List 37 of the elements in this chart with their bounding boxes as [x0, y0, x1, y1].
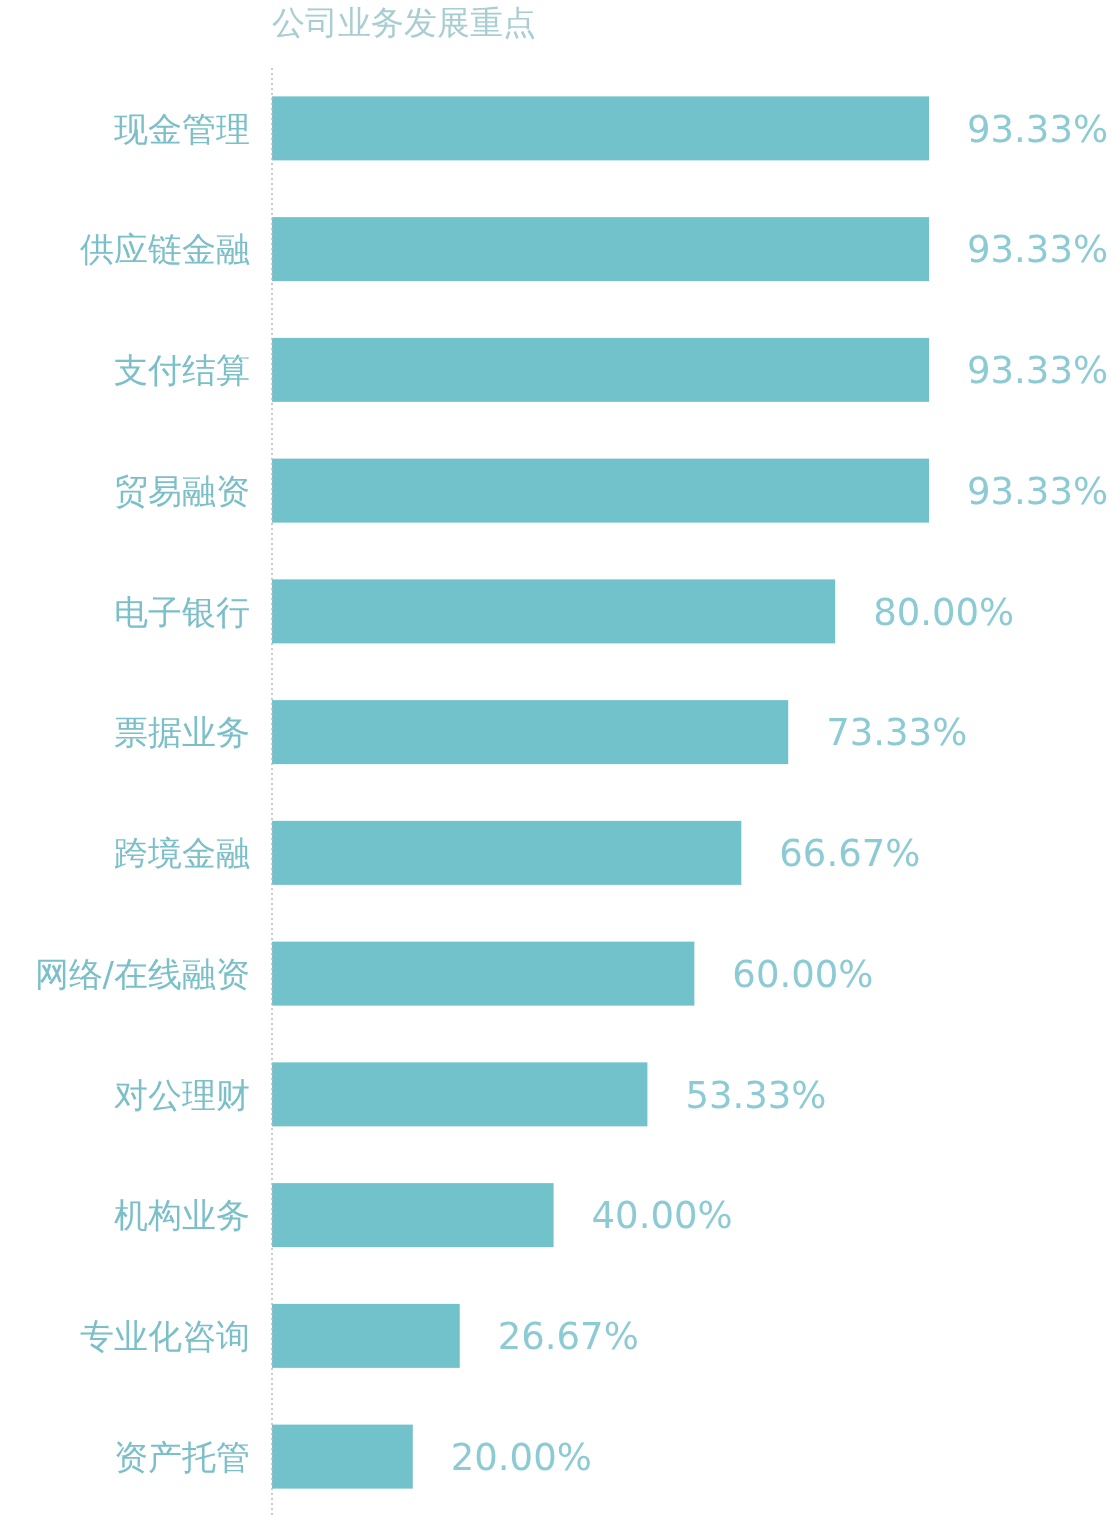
data-label: 26.67%: [497, 1315, 639, 1359]
bar: [272, 1183, 554, 1248]
chart-title: 公司业务发展重点: [272, 3, 536, 42]
data-label: 93.33%: [967, 107, 1109, 151]
bar: [272, 1062, 648, 1127]
y-tick-label: 现金管理: [114, 108, 250, 149]
data-label: 80.00%: [873, 590, 1015, 634]
y-tick-label: 资产托管: [114, 1436, 250, 1477]
y-tick-label: 机构业务: [114, 1195, 250, 1236]
data-label: 73.33%: [826, 711, 968, 755]
bar: [272, 579, 836, 644]
bar: [272, 217, 929, 282]
y-tick-label: 网络/在线融资: [34, 953, 250, 994]
data-label: 53.33%: [685, 1073, 827, 1117]
data-label: 60.00%: [732, 952, 874, 996]
data-label: 66.67%: [779, 832, 921, 876]
y-tick-label: 支付结算: [114, 350, 250, 391]
bar: [272, 820, 742, 885]
bar: [272, 458, 929, 523]
data-label: 93.33%: [967, 228, 1109, 272]
y-tick-label: 电子银行: [114, 591, 250, 632]
y-tick-label: 专业化咨询: [80, 1316, 250, 1357]
bar: [272, 941, 695, 1006]
y-tick-label: 贸易融资: [114, 470, 250, 511]
y-tick-label: 跨境金融: [114, 833, 250, 874]
data-label: 40.00%: [591, 1194, 733, 1238]
y-tick-label: 供应链金融: [80, 229, 250, 270]
data-label: 20.00%: [450, 1435, 592, 1479]
data-label: 93.33%: [967, 469, 1109, 513]
bar: [272, 1303, 460, 1368]
data-label: 93.33%: [967, 349, 1109, 393]
y-tick-label: 对公理财: [114, 1074, 250, 1115]
bar: [272, 337, 929, 402]
bar: [272, 1424, 413, 1489]
y-tick-label: 票据业务: [114, 712, 250, 753]
bar: [272, 96, 929, 161]
bar: [272, 700, 789, 765]
